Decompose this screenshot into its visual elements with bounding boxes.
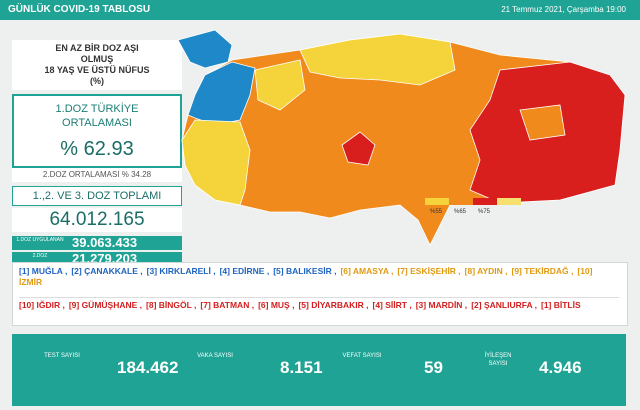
average-box: 1.DOZ TÜRKİYE ORTALAMASI % 62.93 <box>12 94 182 168</box>
map: %55 %65 %75 <box>177 29 626 246</box>
average-label: 1.DOZ TÜRKİYE ORTALAMASI <box>14 102 180 130</box>
header: GÜNLÜK COVID-19 TABLOSU 21 Temmuz 2021, … <box>0 0 640 20</box>
stat-label: VEFAT SAYISI <box>342 353 382 359</box>
panel-heading: EN AZ BİR DOZ AŞI OLMUŞ 18 YAŞ VE ÜSTÜ NÜF… <box>12 40 182 90</box>
dose-row-label: 2.DOZ <box>32 253 48 259</box>
thrace <box>177 29 233 69</box>
total-label: 1.,2. VE 3. DOZ TOPLAMI <box>12 186 182 206</box>
province-lists: [1] MUĞLA , [2] ÇANAKKALE , [3] KIRKLARELİ… <box>12 262 628 326</box>
legend-swatch <box>473 198 497 205</box>
heading-line: EN AZ BİR DOZ AŞI <box>55 43 139 53</box>
province-item: [1] MUĞLA , <box>19 266 68 276</box>
province-item: [4] SİİRT , <box>372 300 412 310</box>
average-label-line: ORTALAMASI <box>62 117 132 129</box>
heading-line: (%) <box>90 76 104 86</box>
top-list: [1] MUĞLA , [2] ÇANAKKALE , [3] KIRKLARELİ… <box>19 266 619 288</box>
province-item: [2] ÇANAKKALE , <box>71 266 143 276</box>
province-item: [9] GÜMÜŞHANE , <box>68 300 143 310</box>
province-item: [8] BİNGÖL , <box>146 300 197 310</box>
map-yellow-west <box>181 119 251 206</box>
heading-line: OLMUŞ <box>80 54 114 64</box>
stat-value: 184.462 <box>117 358 179 377</box>
stat-value: 59 <box>424 358 443 377</box>
vaccine-panel: EN AZ BİR DOZ AŞI OLMUŞ 18 YAŞ VE ÜSTÜ NÜF… <box>12 36 182 266</box>
stat-value: 4.946 <box>539 358 582 377</box>
stat-value: 8.151 <box>280 358 323 377</box>
date: 21 Temmuz 2021, Çarşamba 19:00 <box>501 5 626 14</box>
second-dose: 2.DOZ ORTALAMASI % 34.28 <box>12 168 182 182</box>
legend-label: %75 <box>478 209 491 215</box>
province-item: [8] AYDIN , <box>464 266 508 276</box>
map-yellow-north <box>299 33 456 86</box>
total-value: 64.012.165 <box>12 208 182 232</box>
province-item: [9] TEKİRDAĞ , <box>511 266 574 276</box>
legend-label: %55 <box>430 209 443 215</box>
dose-row: 1.DOZ UYGULANAN 39.063.433 <box>12 236 182 250</box>
stat-label: VAKA SAYISI <box>197 353 233 359</box>
province-item: [10] IĞDIR , <box>19 300 65 310</box>
heading-line: 18 YAŞ VE ÜSTÜ NÜFUS <box>44 65 150 75</box>
legend-swatch <box>449 198 473 205</box>
dose-row-label: 1.DOZ UYGULANAN <box>16 237 64 243</box>
province-item: [6] AMASYA , <box>340 266 394 276</box>
province-item: [2] ŞANLIURFA , <box>471 300 537 310</box>
province-item: [7] BATMAN , <box>200 300 255 310</box>
province-item: [10] İZMİR <box>19 266 593 287</box>
stats-bar: TEST SAYISI 184.462 VAKA SAYISI 8.151 VEFAT … <box>12 334 626 406</box>
legend-swatch <box>497 198 521 205</box>
legend-label: %65 <box>454 209 467 215</box>
average-value: % 62.93 <box>60 138 134 160</box>
province-item: [7] ESKİŞEHİR , <box>397 266 461 276</box>
province-item: [4] EDİRNE , <box>219 266 270 276</box>
average-label-line: 1.DOZ TÜRKİYE <box>55 103 139 115</box>
province-item: [3] KIRKLARELİ , <box>146 266 216 276</box>
province-item: [6] MUŞ , <box>258 300 295 310</box>
province-item: [5] BALIKESİR , <box>273 266 337 276</box>
province-item: [1] BİTLİS <box>540 300 581 310</box>
title: GÜNLÜK COVID-19 TABLOSU <box>8 4 151 15</box>
map-orange-east <box>519 104 566 141</box>
province-item: [3] MARDİN , <box>415 300 468 310</box>
legend-swatch <box>425 198 449 205</box>
dose-row-value: 39.063.433 <box>72 235 138 250</box>
map-yellow-mid <box>254 59 306 111</box>
province-item: [5] DİYARBAKIR , <box>298 300 369 310</box>
bottom-list: [10] IĞDIR , [9] GÜMÜŞHANE , [8] BİNGÖL ,[… <box>19 297 619 311</box>
stat-label: TEST SAYISI <box>44 353 80 359</box>
stat-label: İYİLEŞEN SAYISI <box>484 353 512 367</box>
map-red-center <box>341 131 376 166</box>
